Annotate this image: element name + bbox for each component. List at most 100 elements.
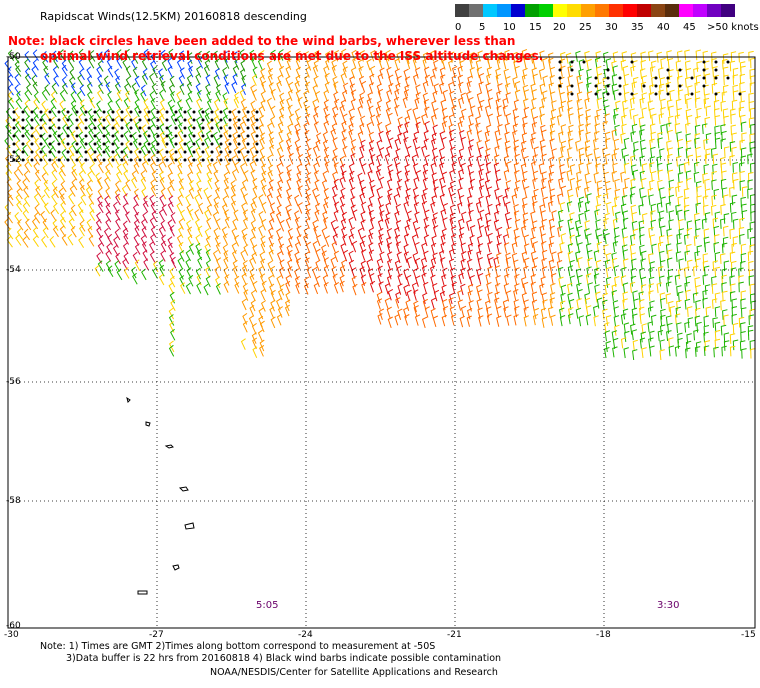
wind-barb xyxy=(722,108,729,119)
wind-barb xyxy=(196,170,202,183)
wind-barb xyxy=(152,267,158,279)
wind-barb xyxy=(394,68,400,80)
wind-barb xyxy=(413,202,420,214)
wind-barb xyxy=(234,234,240,247)
wind-barb xyxy=(666,99,673,111)
wind-barb xyxy=(520,163,527,175)
contamination-dot xyxy=(174,110,178,114)
wind-barb xyxy=(377,121,383,134)
wind-barb xyxy=(69,185,76,197)
wind-barb xyxy=(77,121,84,134)
wind-barb xyxy=(569,259,575,271)
wind-barb xyxy=(105,218,112,231)
contamination-dot xyxy=(12,118,16,122)
wind-barb xyxy=(703,138,709,150)
wind-barb xyxy=(674,313,681,325)
contamination-dot xyxy=(228,110,232,114)
wind-barb xyxy=(185,97,191,109)
wind-barb xyxy=(523,155,529,168)
wind-barb xyxy=(286,208,292,221)
wind-barb xyxy=(630,178,636,190)
wind-barb xyxy=(605,340,611,352)
wind-barb xyxy=(721,170,727,182)
wind-barb xyxy=(150,139,157,152)
wind-barb xyxy=(451,281,457,294)
wind-barb xyxy=(404,115,410,128)
wind-barb xyxy=(185,249,191,262)
wind-barb xyxy=(414,241,420,254)
wind-barb xyxy=(540,186,547,198)
wind-barb xyxy=(629,193,636,205)
wind-barb xyxy=(648,253,654,264)
wind-barb xyxy=(650,210,656,222)
wind-barb xyxy=(494,291,500,303)
wind-barb xyxy=(377,313,383,325)
wind-barb xyxy=(312,98,318,111)
wind-barb xyxy=(107,65,114,78)
wind-barb xyxy=(406,57,412,70)
wind-barb xyxy=(665,293,672,304)
wind-barb xyxy=(322,131,328,143)
wind-barb xyxy=(260,288,266,301)
contamination-dot xyxy=(102,134,106,138)
wind-barb xyxy=(624,330,630,342)
wind-barb xyxy=(723,332,730,344)
wind-barb xyxy=(675,204,681,216)
contamination-dot xyxy=(174,134,178,138)
wind-barb xyxy=(152,260,159,273)
wind-barb xyxy=(622,282,629,294)
wind-barb xyxy=(732,162,739,173)
wind-barb xyxy=(116,107,122,120)
wind-barb xyxy=(604,283,611,295)
wind-barb xyxy=(629,243,636,255)
island-outline xyxy=(164,444,174,449)
wind-barb xyxy=(87,122,94,135)
wind-barb xyxy=(547,201,554,213)
wind-barb xyxy=(433,289,440,302)
wind-barb xyxy=(560,185,567,197)
wind-barb xyxy=(61,76,68,88)
wind-barb xyxy=(314,194,320,206)
wind-barb xyxy=(732,218,739,230)
wind-barb xyxy=(266,97,272,110)
wind-barb xyxy=(476,298,482,310)
lat-label: -56 xyxy=(6,377,21,387)
wind-barb xyxy=(143,130,149,143)
wind-barb xyxy=(584,98,590,110)
wind-barb xyxy=(658,67,664,79)
wind-barb xyxy=(641,92,648,104)
wind-barb xyxy=(568,298,575,310)
contamination-dot xyxy=(228,134,232,138)
wind-barb xyxy=(71,178,78,191)
wind-barb xyxy=(684,76,691,88)
wind-barb xyxy=(250,299,256,312)
contamination-dot xyxy=(111,134,115,138)
contamination-dot xyxy=(219,110,223,114)
wind-barb xyxy=(738,267,744,279)
wind-barb xyxy=(430,265,436,277)
wind-barb xyxy=(79,137,86,150)
wind-barb xyxy=(604,212,610,224)
wind-barb xyxy=(440,242,446,254)
wind-barb xyxy=(596,82,602,94)
contamination-dot xyxy=(210,110,214,114)
wind-barb xyxy=(729,60,736,72)
wind-barb xyxy=(569,164,576,176)
wind-barb xyxy=(43,202,51,214)
wind-barb xyxy=(378,130,384,143)
wind-barb xyxy=(123,233,130,245)
wind-barb xyxy=(141,226,148,238)
legend-swatch xyxy=(553,4,567,17)
wind-barb xyxy=(612,162,618,174)
wind-barb xyxy=(223,74,229,86)
wind-barb xyxy=(24,73,32,86)
wind-barb xyxy=(150,116,157,128)
contamination-dot xyxy=(726,76,730,80)
wind-barb xyxy=(421,200,428,213)
wind-barb xyxy=(596,89,602,101)
contamination-dot xyxy=(618,76,622,80)
lat-label: -58 xyxy=(6,496,21,506)
wind-barb xyxy=(432,124,438,136)
legend-label: 35 xyxy=(631,22,644,33)
wind-barb xyxy=(512,108,518,120)
